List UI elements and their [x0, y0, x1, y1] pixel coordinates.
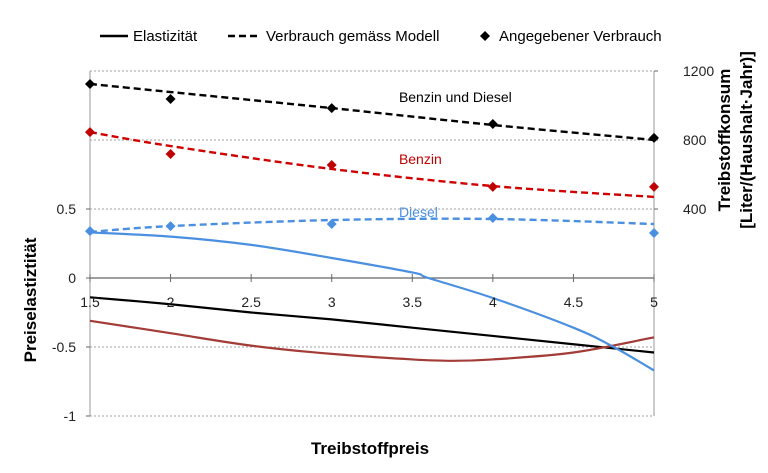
elasticity-line: [89, 319, 655, 362]
reported-marker: [165, 148, 176, 159]
x-tick-label: 1.5: [80, 294, 100, 310]
y-tick-label: 0.5: [57, 201, 77, 217]
x-tick-label: 2: [167, 294, 175, 310]
reported-marker: [85, 127, 95, 138]
x-tick-label: 3.5: [403, 294, 423, 310]
y2-tick-label: 800: [683, 132, 707, 148]
y2-axis-label-line2: [Liter/(Haushalt·Jahr)]: [737, 51, 756, 229]
x-axis-label: Treibstoffpreis: [311, 439, 429, 458]
y-tick-label: -0.5: [52, 339, 76, 355]
x-tick-label: 5: [650, 294, 658, 310]
legend-label-reported: Angegebener Verbrauch: [499, 28, 662, 45]
y-axis-label: Preiselastiztität: [21, 237, 40, 362]
reported-marker: [487, 118, 498, 129]
legend: Elastizität Verbrauch gemäss Modell Angege…: [100, 28, 662, 45]
y2-axis-label-line1: Treibstoffkonsum: [715, 69, 734, 212]
legend-marker-swatch: [480, 31, 490, 41]
x-tick-label: 4: [489, 294, 497, 310]
reported-marker: [649, 181, 659, 192]
x-tick-label: 4.5: [564, 294, 584, 310]
reported-marker: [326, 103, 337, 114]
model-line: [89, 130, 655, 199]
reported-marker: [649, 227, 659, 238]
reported-marker: [487, 181, 498, 192]
series-annotation: Benzin: [399, 151, 442, 167]
reported-marker: [85, 78, 95, 89]
y2-tick-label: 400: [683, 201, 707, 217]
model-line: [89, 217, 655, 234]
reported-marker: [326, 219, 337, 230]
x-tick-label: 2.5: [241, 294, 261, 310]
legend-label-elasticity: Elastizität: [133, 28, 198, 45]
reported-marker: [165, 93, 176, 104]
y-tick-label: -1: [64, 408, 77, 424]
x-tick-label: 3: [328, 294, 336, 310]
elasticity-line: [89, 231, 655, 372]
reported-marker: [165, 221, 176, 232]
series-annotation: Benzin und Diesel: [399, 89, 512, 105]
reported-marker: [85, 226, 95, 237]
y2-tick-label: 1200: [683, 63, 714, 79]
model-line: [89, 82, 655, 142]
y-tick-label: 0: [68, 270, 76, 286]
series-annotation: Diesel: [399, 204, 438, 220]
legend-label-model: Verbrauch gemäss Modell: [266, 28, 439, 45]
elasticity-line: [89, 296, 655, 354]
reported-marker: [649, 132, 659, 143]
reported-marker: [326, 160, 337, 171]
reported-marker: [487, 212, 498, 223]
